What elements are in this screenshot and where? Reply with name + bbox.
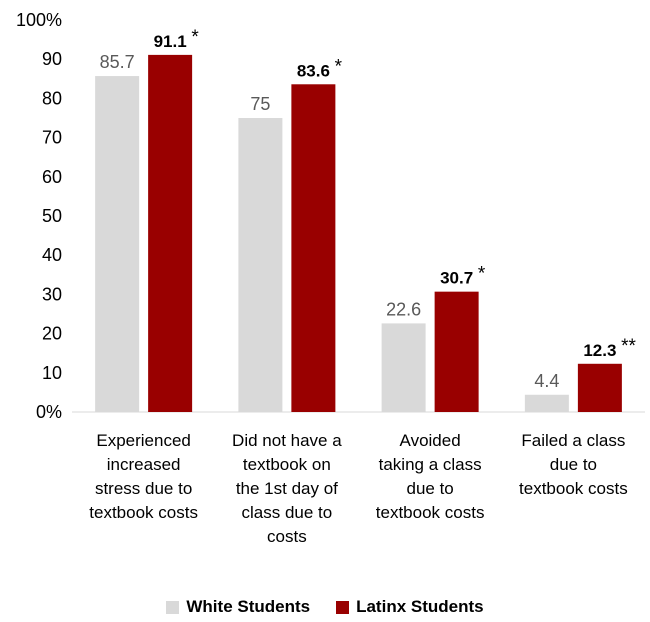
legend: White Students Latinx Students [0,597,650,617]
y-tick-label: 0% [36,402,62,422]
data-label: 30.7 [440,269,473,288]
data-label: 91.1 [154,32,187,51]
y-tick-label: 50 [42,206,62,226]
y-tick-label: 70 [42,128,62,148]
bar-latinx [434,291,479,412]
y-tick-label: 90 [42,49,62,69]
x-category-label: Avoided [400,431,461,450]
y-tick-label: 20 [42,324,62,344]
y-axis: 0% 10 20 30 40 50 60 70 80 90 100% [16,10,62,422]
x-category-label: Failed a class [521,431,625,450]
x-category-label: textbook on [243,455,331,474]
y-tick-label: 30 [42,284,62,304]
x-category-label: textbook costs [89,503,198,522]
x-category-label: the 1st day of [236,479,338,498]
bar-latinx [577,363,622,412]
data-label: 22.6 [386,299,421,319]
legend-swatch-white [166,600,180,614]
x-category-label: class due to [242,503,333,522]
significance-marker: ** [621,336,636,357]
data-label: 85.7 [100,52,135,72]
bar-white [238,118,283,412]
bar-white [95,76,140,412]
legend-item-latinx: Latinx Students [336,597,484,617]
data-label: 12.3 [583,341,616,360]
data-label: 4.4 [534,371,559,391]
x-axis-labels: Experienced increased stress due to textboo… [89,431,627,546]
y-tick-label: 60 [42,167,62,187]
bar-white [524,394,569,412]
x-category-label: costs [267,527,307,546]
data-label: 75 [250,94,270,114]
x-category-label: textbook costs [376,503,485,522]
x-category-label: increased [107,455,181,474]
x-category-label: due to [406,479,453,498]
significance-marker: * [478,264,486,285]
legend-label-latinx: Latinx Students [356,597,484,616]
data-label: 83.6 [297,61,330,80]
x-category-label: taking a class [379,455,482,474]
y-tick-label: 80 [42,88,62,108]
significance-marker: * [191,27,199,48]
x-category-label: Did not have a [232,431,342,450]
x-category-label: textbook costs [519,479,628,498]
x-category-label: due to [550,455,597,474]
bar-white [381,323,426,412]
y-tick-label: 40 [42,245,62,265]
y-tick-label: 10 [42,363,62,383]
bar-latinx [291,84,336,413]
x-category-label: Experienced [96,431,191,450]
y-tick-label: 100% [16,10,62,30]
legend-swatch-latinx [336,600,350,614]
significance-marker: * [335,56,343,77]
legend-item-white: White Students [166,597,310,617]
x-category-label: stress due to [95,479,192,498]
bar-latinx [148,54,193,412]
legend-label-white: White Students [186,597,311,616]
